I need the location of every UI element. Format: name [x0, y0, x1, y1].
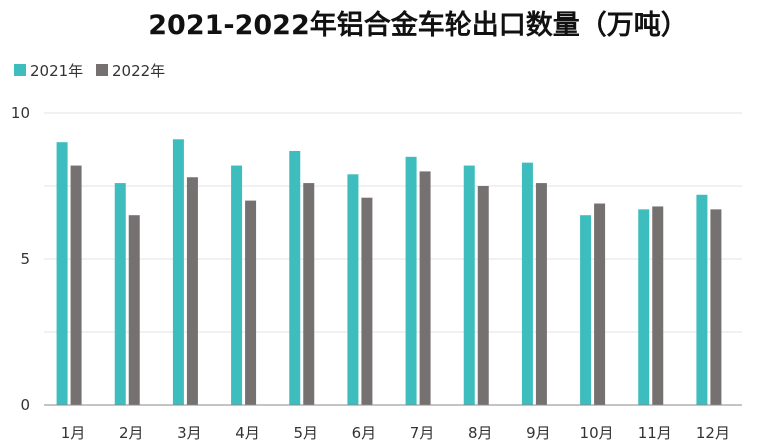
- bar-2021-12: [696, 194, 708, 405]
- y-axis-ticks: 0 5 10: [11, 104, 30, 414]
- x-tick-label: 8月: [468, 424, 493, 442]
- legend-swatch-2022: [96, 64, 108, 76]
- bar-2022-3: [186, 177, 198, 405]
- x-tick-label: 12月: [696, 424, 730, 442]
- bar-2021-7: [405, 156, 417, 405]
- bar-2022-4: [245, 200, 257, 405]
- x-tick-label: 5月: [293, 424, 318, 442]
- y-tick-label: 10: [11, 104, 30, 122]
- bar-2022-9: [535, 183, 547, 405]
- legend: 2021年 2022年: [14, 62, 165, 80]
- bar-2021-6: [347, 174, 359, 405]
- bar-2022-12: [710, 209, 722, 405]
- bars: [56, 139, 722, 405]
- x-tick-label: 4月: [235, 424, 260, 442]
- bar-2021-2: [114, 183, 126, 405]
- legend-label-2022: 2022年: [112, 62, 165, 80]
- x-tick-label: 6月: [352, 424, 377, 442]
- bar-2021-10: [580, 215, 592, 405]
- bar-2022-6: [361, 197, 373, 405]
- bar-2021-5: [289, 150, 301, 405]
- bar-2021-9: [521, 162, 533, 405]
- bar-2022-2: [128, 215, 140, 405]
- x-tick-label: 10月: [580, 424, 614, 442]
- bar-2021-4: [231, 165, 243, 405]
- x-tick-label: 2月: [119, 424, 144, 442]
- x-tick-label: 9月: [526, 424, 551, 442]
- bar-2021-11: [638, 209, 650, 405]
- bar-2022-11: [652, 206, 664, 405]
- bar-2022-7: [419, 171, 431, 405]
- x-tick-label: 3月: [177, 424, 202, 442]
- legend-label-2021: 2021年: [30, 62, 83, 80]
- x-tick-label: 11月: [638, 424, 672, 442]
- x-tick-label: 7月: [410, 424, 435, 442]
- legend-swatch-2021: [14, 64, 26, 76]
- bar-2022-5: [303, 183, 315, 405]
- gridlines: [44, 112, 742, 333]
- bar-2022-1: [70, 165, 82, 405]
- chart-title: 2021-2022年铝合金车轮出口数量（万吨）: [148, 9, 688, 41]
- bar-2021-8: [463, 165, 475, 405]
- bar-2021-3: [172, 139, 184, 405]
- y-tick-label: 0: [20, 396, 30, 414]
- bar-2021-1: [56, 142, 68, 405]
- bar-2022-8: [477, 186, 489, 405]
- y-tick-label: 5: [20, 250, 30, 268]
- x-tick-label: 1月: [61, 424, 86, 442]
- x-axis-ticks: 1月 2月 3月 4月 5月 6月 7月 8月 9月 10月 11月 12月: [61, 424, 730, 442]
- bar-2022-10: [594, 203, 606, 405]
